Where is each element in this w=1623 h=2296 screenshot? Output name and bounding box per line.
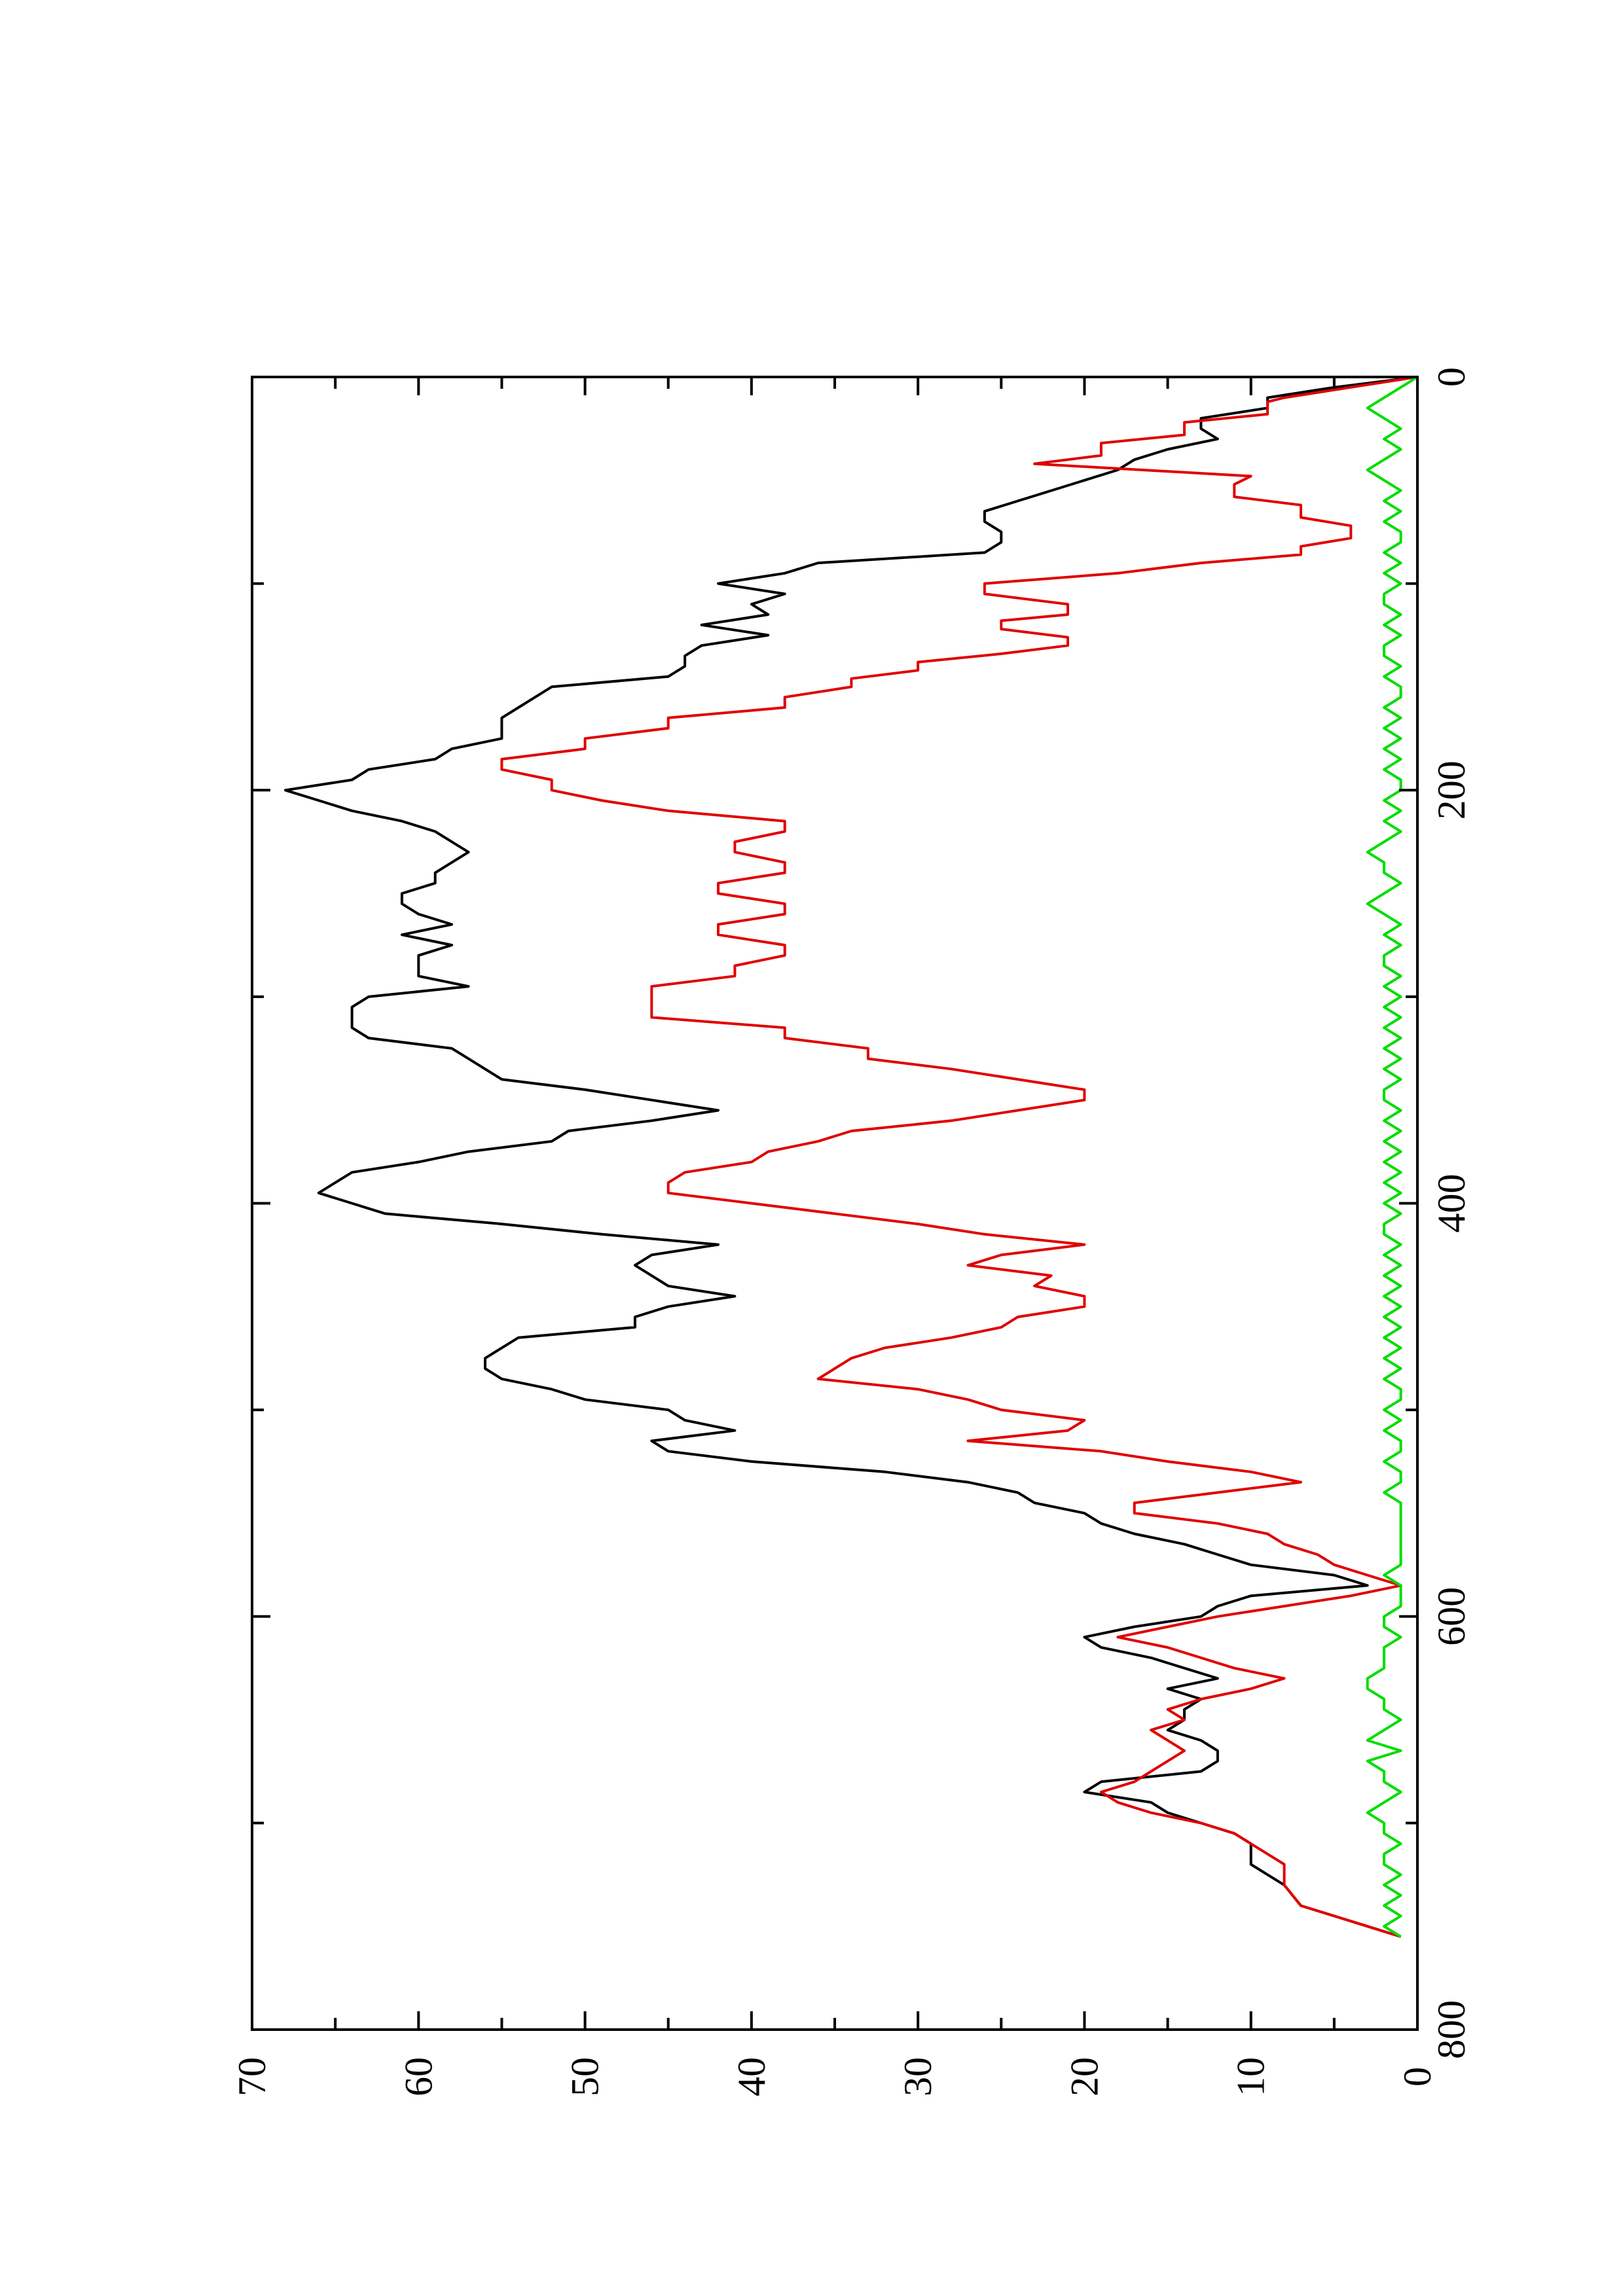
y-tick-label: 70 <box>230 2057 274 2096</box>
tick-marks <box>251 376 1419 2031</box>
x-tick-label: 600 <box>1430 1587 1473 1646</box>
y-tick-label: 40 <box>730 2057 773 2096</box>
x-tick-label: 400 <box>1430 1174 1473 1233</box>
y-tick-label: 60 <box>397 2057 440 2096</box>
x-tick-label: 800 <box>1430 2000 1473 2059</box>
series-line-1 <box>283 376 1418 1938</box>
series-line-2 <box>500 376 1418 1938</box>
y-tick-label: 30 <box>896 2057 939 2096</box>
x-tick-label: 0 <box>1430 367 1473 387</box>
y-tick-label: 10 <box>1230 2057 1273 2096</box>
x-tick-label: 200 <box>1430 761 1473 819</box>
plot-frame <box>251 376 1419 2031</box>
series-line-3 <box>1366 376 1419 1938</box>
y-tick-label: 20 <box>1063 2057 1106 2096</box>
tick-labels: 0 200 400 600 800 0 10 20 30 40 50 60 70 <box>230 367 1473 2096</box>
y-tick-label: 50 <box>564 2057 607 2096</box>
y-tick-label: 0 <box>1396 2067 1439 2087</box>
chart-marks <box>283 376 1419 1938</box>
